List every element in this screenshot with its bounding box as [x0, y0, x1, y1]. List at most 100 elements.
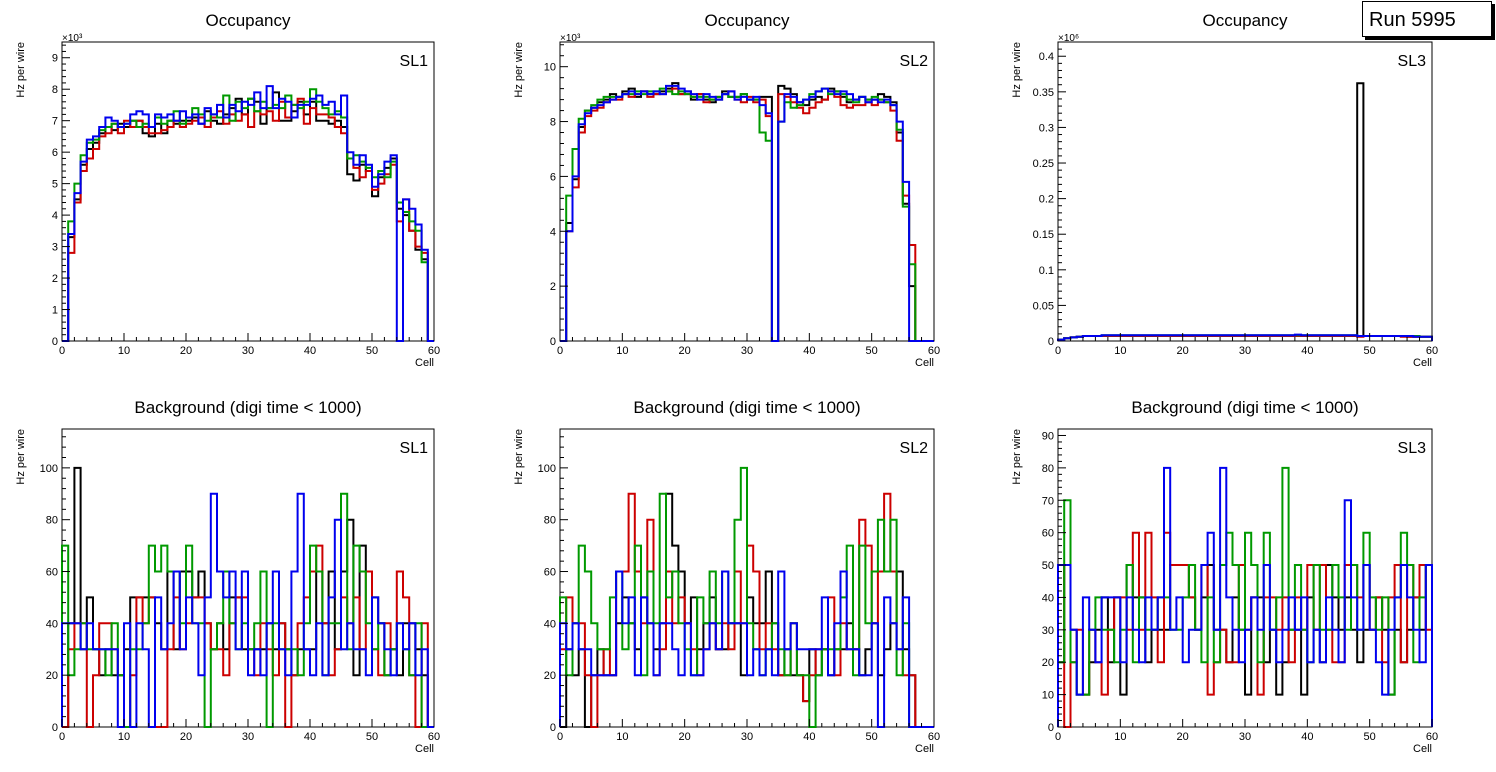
y-tick-label: 40 [544, 618, 556, 630]
y-axis-label: Hz per wire [15, 42, 27, 98]
y-tick-label: 6 [52, 147, 58, 159]
x-tick-label: 50 [866, 731, 878, 743]
x-tick-label: 40 [1301, 731, 1313, 743]
chart-panel-5: Background (digi time < 1000) 0 10 20 30 40 50… [513, 398, 940, 755]
x-tick-label: 0 [557, 345, 563, 357]
panel-label: SL3 [1398, 440, 1427, 457]
panel-label: SL2 [900, 440, 929, 457]
plot-frame [1057, 41, 1433, 342]
series-layer4 [1057, 333, 1433, 341]
y-tick-label: 20 [1042, 657, 1054, 669]
series-layer3 [1057, 466, 1433, 727]
y-tick-label: 0 [1048, 722, 1054, 734]
y-tick-label: 5 [52, 179, 58, 191]
y-tick-label: 0.35 [1033, 87, 1054, 99]
panel-label: SL2 [900, 53, 929, 70]
chart-panel-3: Occupancy 0 10 20 30 40 50 60 0 0.05 0.1 0.15 0.2 0.2… [1011, 11, 1438, 369]
x-tick-label: 50 [866, 345, 878, 357]
x-axis-label: Cell [415, 743, 434, 755]
chart-panel-6: Background (digi time < 1000) 0 10 20 30 40 50… [1011, 398, 1438, 755]
y-axis-label: Hz per wire [1011, 42, 1023, 98]
y-tick-label: 30 [1042, 625, 1054, 637]
x-tick-label: 20 [679, 731, 691, 743]
x-tick-label: 60 [1426, 345, 1438, 357]
y-tick-label: 3 [52, 242, 58, 254]
y-multiplier: ×10³ [560, 33, 581, 44]
y-tick-label: 2 [550, 281, 556, 293]
x-tick-label: 20 [679, 345, 691, 357]
x-tick-label: 0 [557, 731, 563, 743]
chart-title: Background (digi time < 1000) [1131, 398, 1358, 417]
run-label: Run 5995 [1369, 9, 1456, 31]
panel-label: SL3 [1398, 53, 1427, 70]
chart-title: Background (digi time < 1000) [134, 398, 361, 417]
y-tick-label: 40 [1042, 592, 1054, 604]
x-tick-label: 30 [741, 345, 753, 357]
chart-title: Occupancy [205, 11, 291, 30]
y-tick-label: 9 [52, 53, 58, 65]
y-tick-label: 20 [544, 670, 556, 682]
y-tick-label: 0 [52, 336, 58, 348]
y-tick-label: 0.4 [1039, 51, 1054, 63]
series-layer4 [1057, 466, 1433, 727]
y-multiplier: ×10³ [62, 33, 83, 44]
panel-label: SL1 [400, 440, 429, 457]
x-tick-label: 40 [803, 731, 815, 743]
x-axis-label: Cell [1413, 743, 1432, 755]
chart-panel-2: Occupancy 0 10 20 30 40 50 60 0 2 4 6 8 10 Cell Hz per … [513, 11, 940, 369]
x-tick-label: 60 [928, 731, 940, 743]
y-tick-label: 0.1 [1039, 265, 1054, 277]
x-tick-label: 30 [1239, 345, 1251, 357]
y-tick-label: 80 [544, 515, 556, 527]
x-tick-label: 0 [59, 731, 65, 743]
y-tick-label: 2 [52, 273, 58, 285]
y-tick-label: 0.2 [1039, 194, 1054, 206]
y-tick-label: 1 [52, 305, 58, 317]
y-tick-label: 60 [46, 567, 58, 579]
y-tick-label: 0.3 [1039, 122, 1054, 134]
series-layer4 [61, 492, 434, 728]
x-tick-label: 60 [1426, 731, 1438, 743]
y-tick-label: 60 [1042, 528, 1054, 540]
panel-label: SL1 [400, 53, 429, 70]
x-tick-label: 10 [1114, 345, 1126, 357]
x-tick-label: 40 [304, 731, 316, 743]
x-tick-label: 30 [242, 731, 254, 743]
y-tick-label: 90 [1042, 430, 1054, 442]
run-label-box: Run 5995 [1362, 1, 1492, 37]
y-tick-label: 6 [550, 171, 556, 183]
chart-panel-4: Background (digi time < 1000) 0 10 20 30 40 50… [15, 398, 440, 755]
x-tick-label: 20 [180, 345, 192, 357]
plot-frame [559, 41, 935, 342]
x-tick-label: 40 [1301, 345, 1313, 357]
x-tick-label: 0 [59, 345, 65, 357]
y-tick-label: 0 [550, 722, 556, 734]
x-tick-label: 60 [428, 345, 440, 357]
y-axis-label: Hz per wire [513, 429, 525, 485]
y-tick-label: 0.25 [1033, 158, 1054, 170]
y-tick-label: 8 [52, 84, 58, 96]
y-tick-label: 100 [538, 463, 556, 475]
y-tick-label: 0 [550, 336, 556, 348]
y-tick-label: 10 [1042, 690, 1054, 702]
chart-title: Occupancy [704, 11, 790, 30]
y-tick-label: 4 [52, 210, 58, 222]
y-tick-label: 40 [46, 618, 58, 630]
series-layer4 [560, 84, 934, 342]
x-axis-label: Cell [1413, 357, 1432, 369]
x-tick-label: 20 [1177, 731, 1189, 743]
chart-title: Background (digi time < 1000) [633, 398, 860, 417]
x-tick-label: 50 [366, 731, 378, 743]
y-tick-label: 20 [46, 670, 58, 682]
y-tick-label: 70 [1042, 495, 1054, 507]
x-axis-label: Cell [915, 743, 934, 755]
x-tick-label: 30 [242, 345, 254, 357]
x-tick-label: 50 [1364, 345, 1376, 357]
series-layer2 [62, 97, 434, 342]
x-tick-label: 30 [741, 731, 753, 743]
x-tick-label: 40 [304, 345, 316, 357]
x-tick-label: 20 [1177, 345, 1189, 357]
x-axis-label: Cell [415, 357, 434, 369]
series-layer4 [62, 85, 434, 342]
